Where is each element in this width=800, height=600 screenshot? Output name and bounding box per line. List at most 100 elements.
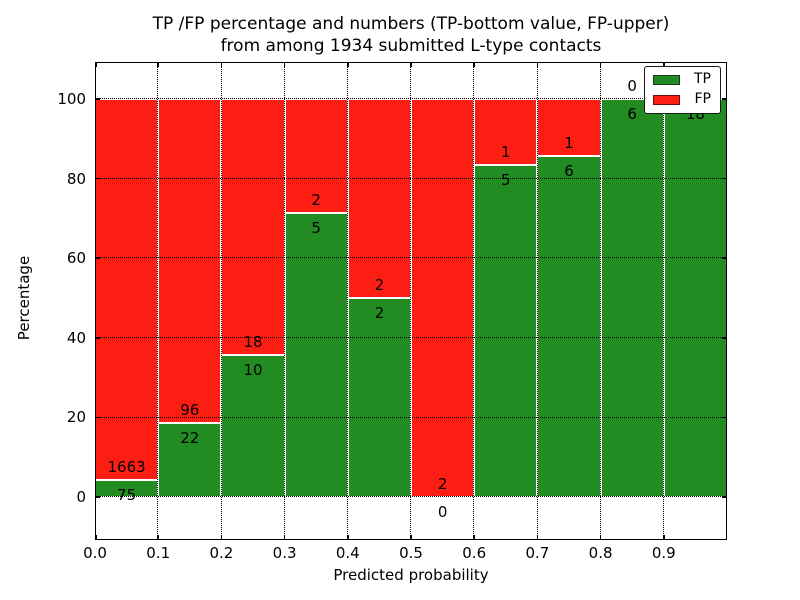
horizontal-gridline [95,98,727,100]
y-tick-label: 0 [76,488,86,506]
x-tick-mark [95,62,97,67]
chart-title: TP /FP percentage and numbers (TP-bottom… [153,13,670,57]
x-tick-mark [220,535,223,540]
y-tick-mark [95,98,100,100]
y-tick-mark [95,177,100,180]
fp-swatch-icon [653,94,680,105]
legend-label-tp: TP [694,71,711,87]
bar-fp [284,99,348,213]
x-tick-mark [157,62,159,67]
vertical-gridline [410,62,412,540]
horizontal-gridline [95,177,727,179]
bar-fp [95,99,159,480]
x-tick-mark [283,535,286,540]
y-tick-mark [95,257,100,259]
vertical-gridline [157,62,159,540]
fp-count-label: 96 [180,400,200,419]
bar-fp [347,99,411,298]
x-tick-mark [95,535,97,540]
fp-count-label: 2 [311,190,321,209]
x-tick-mark [473,535,475,540]
bar-tp [474,165,538,497]
x-tick-mark [599,62,602,67]
x-tick-label: 0.5 [399,544,423,562]
tp-count-label: 22 [180,428,200,447]
vertical-gridline [220,62,222,540]
x-tick-mark [599,535,602,540]
y-tick-label: 100 [57,90,86,108]
bar-tp [284,212,348,497]
x-tick-label: 0.0 [83,544,107,562]
tp-count-label: 6 [627,105,637,123]
tp-count-label: 2 [374,304,385,322]
x-tick-label: 0.4 [335,544,360,562]
tp-count-label: 0 [437,503,448,521]
tp-count-label: 5 [311,218,321,237]
vertical-gridline [536,62,538,540]
x-tick-mark [663,535,665,540]
tp-count-label: 10 [243,360,263,379]
x-axis-label: Predicted probability [333,566,489,584]
x-tick-mark [536,62,539,67]
x-tick-mark [725,62,727,67]
fp-count-label: 0 [627,77,637,95]
bar-tp [600,99,664,497]
x-tick-mark [663,62,665,67]
x-tick-label: 0.7 [525,544,550,562]
fp-count-label: 2 [374,276,385,294]
y-tick-mark [722,337,727,339]
bar-fp [158,99,222,423]
chart-title-line2: from among 1934 submitted L-type contact… [220,36,602,56]
vertical-gridline [663,62,665,540]
y-tick-mark [95,337,100,339]
y-axis-label: Percentage [15,255,33,341]
legend: TP FP [644,66,721,114]
bar-fp [411,99,475,497]
x-tick-mark [220,62,223,67]
fp-count-label: 1 [501,143,511,162]
fp-count-label: 1 [564,133,574,152]
plot-area: 16637596221810252220151606018 TP FP [95,62,727,540]
x-tick-mark [410,62,412,67]
bar-tp [347,298,411,497]
legend-item-tp: TP [653,72,711,87]
x-tick-mark [473,62,475,67]
x-tick-mark [725,535,727,540]
bar-fp [474,99,538,166]
y-tick-mark [722,257,727,259]
x-tick-mark [536,535,539,540]
y-tick-mark [722,496,727,498]
chart-title-line1: TP /FP percentage and numbers (TP-bottom… [152,14,670,34]
vertical-gridline [283,62,285,540]
x-tick-label: 0.3 [272,544,297,562]
x-tick-label: 0.2 [209,544,234,562]
y-tick-mark [722,416,727,419]
bar-fp [537,99,601,156]
fp-count-label: 18 [243,332,263,351]
y-tick-label: 60 [66,249,86,268]
x-tick-mark [283,62,286,67]
y-tick-label: 20 [66,408,86,427]
tp-count-label: 5 [501,171,511,190]
x-tick-mark [347,62,349,67]
x-tick-mark [410,535,412,540]
horizontal-gridline [95,416,727,418]
x-tick-mark [347,535,349,540]
bar-tp [537,155,601,497]
tp-swatch-icon [653,74,680,85]
y-tick-mark [95,416,100,419]
y-tick-label: 80 [66,169,86,188]
x-tick-label: 0.6 [462,544,487,562]
horizontal-gridline [95,496,727,498]
y-tick-mark [722,177,727,180]
y-tick-label: 40 [66,328,86,347]
x-tick-label: 0.8 [588,544,613,562]
x-tick-label: 0.1 [146,544,171,562]
fp-count-label: 2 [437,475,448,493]
vertical-gridline [473,62,475,540]
y-tick-mark [95,496,100,498]
horizontal-gridline [95,337,727,339]
bar-fp [221,99,285,355]
tp-count-label: 6 [564,161,574,180]
